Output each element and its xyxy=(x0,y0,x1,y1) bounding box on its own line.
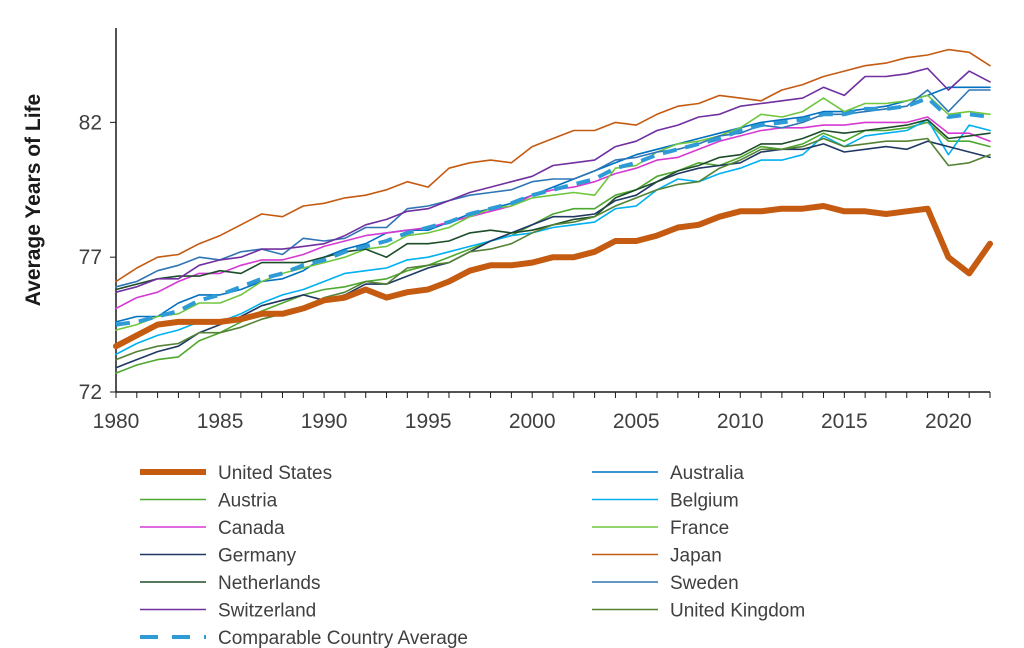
y-tick-label: 77 xyxy=(79,246,102,269)
legend-item-australia: Australia xyxy=(592,463,744,484)
legend-label: Japan xyxy=(670,546,722,567)
legend-item-switzerland: Switzerland xyxy=(140,601,316,622)
y-tick-label: 82 xyxy=(79,111,102,134)
legend-item-sweden: Sweden xyxy=(592,573,739,594)
legend-item-japan: Japan xyxy=(592,546,722,567)
x-tick-label: 1985 xyxy=(197,410,244,433)
legend: United States Australia Austria Belgium Cana… xyxy=(140,463,805,648)
legend-label: Austria xyxy=(218,491,278,512)
legend-label: United Kingdom xyxy=(670,601,805,622)
series-line-germany xyxy=(115,140,991,369)
legend-item-united-kingdom: United Kingdom xyxy=(592,601,805,622)
legend-label: Belgium xyxy=(670,491,739,512)
x-tick-label: 2005 xyxy=(613,410,660,433)
axes: 1980 1985 1990 1995 2000 2005 2010 2015 2020 72 77… xyxy=(79,28,991,433)
legend-label: Australia xyxy=(670,463,744,484)
legend-item-belgium: Belgium xyxy=(592,491,739,512)
series-lines xyxy=(113,48,993,374)
legend-item-france: France xyxy=(592,518,729,539)
legend-item-austria: Austria xyxy=(140,491,278,512)
series-line-united-states xyxy=(113,203,993,350)
series-line-switzerland xyxy=(115,67,991,294)
legend-label: Comparable Country Average xyxy=(218,628,468,648)
series-line-japan xyxy=(115,48,991,283)
x-tick-label: 1995 xyxy=(405,410,452,433)
legend-label: Canada xyxy=(218,518,285,539)
series-line-comparable-country-average xyxy=(115,96,991,327)
x-tick-label: 2010 xyxy=(717,410,764,433)
series-line-canada xyxy=(115,116,991,310)
legend-item-germany: Germany xyxy=(140,546,297,567)
series-line-france xyxy=(115,94,991,331)
legend-item-united-states: United States xyxy=(140,463,332,484)
x-tick-label: 2000 xyxy=(509,410,556,433)
legend-label: Netherlands xyxy=(218,573,320,594)
legend-label: Sweden xyxy=(670,573,739,594)
y-axis-label: Average Years of Life xyxy=(22,94,45,306)
x-tick-label: 2015 xyxy=(821,410,868,433)
series-line-austria xyxy=(115,121,991,374)
x-tick-label: 1980 xyxy=(93,410,140,433)
y-tick-label: 72 xyxy=(79,381,102,404)
legend-label: United States xyxy=(218,463,332,484)
legend-item-comparable-country-average: Comparable Country Average xyxy=(140,628,468,648)
series-line-united-kingdom xyxy=(115,137,991,361)
legend-item-canada: Canada xyxy=(140,518,285,539)
x-tick-label: 2020 xyxy=(925,410,972,433)
legend-label: Germany xyxy=(218,546,297,567)
legend-label: France xyxy=(670,518,729,539)
legend-label: Switzerland xyxy=(218,601,316,622)
legend-item-netherlands: Netherlands xyxy=(140,573,320,594)
x-tick-label: 1990 xyxy=(301,410,348,433)
